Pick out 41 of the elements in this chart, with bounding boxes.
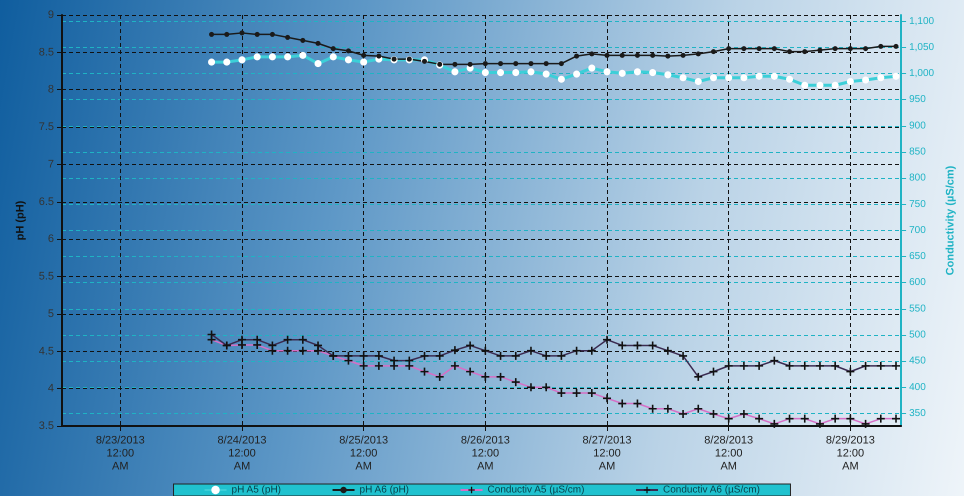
y2-tick-label: 1,000: [909, 68, 935, 80]
y-tick-label: 5.5: [38, 270, 54, 283]
y-tick-label: 9: [48, 9, 54, 21]
y2-tick-label: 800: [909, 172, 926, 184]
x-tick-label: 8/27/2013 12:00 AM: [582, 434, 632, 472]
y2-tick-label: 550: [909, 303, 926, 314]
y2-tick-label: 1,050: [909, 42, 935, 53]
x-tick-label: 8/29/2013 12:00 AM: [826, 434, 875, 472]
x-tick-label: 8/28/2013 12:00 AM: [704, 434, 754, 472]
y2-tick-label: 650: [909, 251, 926, 262]
y-tick-label: 6: [48, 233, 54, 246]
y-tick-label: 3.5: [38, 420, 54, 432]
y2-tick-label: 600: [909, 277, 926, 288]
y-tick-label: 7.5: [38, 121, 54, 134]
y-tick-label: 5: [48, 308, 54, 320]
y2-tick-label: 350: [909, 408, 926, 419]
x-tick-label: 8/26/2013 12:00 AM: [460, 434, 510, 472]
y2-tick-label: 700: [909, 224, 926, 236]
x-tick-label: 8/24/2013 12:00 AM: [218, 434, 266, 472]
legend-label: Conductiv A6 (µS/cm): [663, 484, 760, 496]
y-tick-label: 8: [48, 84, 54, 96]
y-axis-title: pH (pH): [14, 200, 26, 240]
y-tick-label: 4.5: [38, 345, 54, 358]
y2-tick-label: 850: [909, 146, 926, 158]
x-tick-label: 8/23/2013 12:00 AM: [96, 434, 145, 472]
y2-axis-title: Conductivity (µS/cm): [944, 165, 956, 276]
y-tick-label: 7: [48, 158, 54, 170]
y2-tick-label: 450: [909, 356, 926, 367]
y2-tick-label: 500: [909, 330, 926, 341]
y2-tick-label: 900: [909, 120, 926, 132]
y-tick-label: 4: [48, 382, 54, 395]
legend-label: pH A6 (pH): [360, 484, 410, 496]
y-tick-label: 8.5: [38, 46, 54, 58]
y2-tick-label: 400: [909, 382, 926, 393]
legend-label: pH A5 (pH): [232, 484, 281, 496]
y-tick-label: 6.5: [38, 196, 54, 208]
legend-label: Conductiv A5 (µS/cm): [488, 484, 584, 496]
y2-tick-label: 950: [909, 94, 926, 106]
y2-tick-label: 750: [909, 198, 926, 210]
x-tick-label: 8/25/2013 12:00 AM: [339, 434, 388, 472]
y2-tick-label: 1,100: [909, 16, 935, 27]
